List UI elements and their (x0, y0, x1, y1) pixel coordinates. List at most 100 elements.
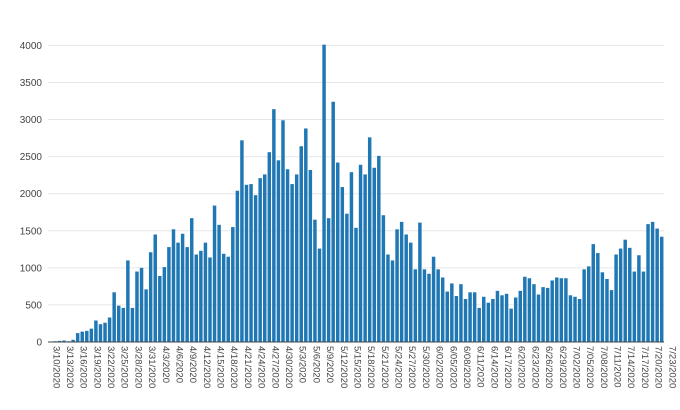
bar (126, 260, 130, 342)
bar (586, 266, 591, 342)
x-tick-label: 3/10/2020 (50, 346, 61, 388)
bar (582, 269, 586, 342)
bar (253, 195, 258, 342)
bar (98, 324, 103, 342)
bar (450, 283, 454, 342)
y-tick-label: 500 (25, 300, 42, 311)
bar (623, 239, 627, 342)
bar (322, 44, 326, 343)
bar (94, 320, 98, 342)
x-tick-label: 3/19/2020 (91, 346, 102, 388)
bar (190, 218, 194, 342)
bar (139, 267, 144, 342)
x-tick-label: 7/05/2020 (584, 346, 595, 388)
bar (577, 299, 582, 342)
bar (281, 120, 285, 342)
bar (103, 322, 107, 342)
bar (541, 287, 545, 342)
x-tick-label: 5/30/2020 (420, 346, 431, 388)
bar (258, 178, 262, 342)
x-tick-label: 5/15/2020 (351, 346, 362, 388)
y-tick-label: 4000 (20, 41, 43, 52)
x-tick-label: 6/05/2020 (447, 346, 458, 388)
bar (235, 190, 240, 342)
bar (313, 219, 317, 342)
x-tick-label: 7/08/2020 (598, 346, 609, 388)
x-tick-label: 4/6/2020 (173, 346, 184, 383)
bar (459, 284, 463, 342)
x-tick-label: 7/20/2020 (653, 346, 664, 388)
y-tick-label: 2000 (20, 189, 43, 200)
bar (399, 221, 404, 342)
bar (331, 101, 335, 343)
bar (532, 284, 536, 342)
bar (203, 242, 208, 342)
x-tick-label: 6/26/2020 (543, 346, 554, 388)
x-tick-label: 3/22/2020 (105, 346, 116, 388)
bar (176, 242, 180, 342)
bar (500, 295, 504, 342)
bar (605, 278, 609, 342)
x-tick-label: 6/02/2020 (434, 346, 445, 388)
x-tick-label: 7/11/2020 (612, 346, 623, 388)
x-tick-label: 4/27/2020 (269, 346, 280, 388)
bar (336, 162, 340, 342)
bar (559, 278, 564, 342)
x-tick-label: 3/16/2020 (78, 346, 89, 388)
x-tick-label: 4/21/2020 (242, 346, 253, 388)
bar (75, 333, 80, 342)
bar (504, 293, 509, 342)
bar (299, 146, 303, 342)
bar (573, 296, 577, 342)
bar (482, 296, 486, 342)
bar (386, 254, 390, 342)
bar (600, 272, 605, 342)
bars (48, 44, 664, 343)
x-tick-label: 5/24/2020 (393, 346, 404, 388)
bar (317, 248, 322, 342)
bar (148, 252, 153, 342)
bar (618, 248, 623, 342)
bar (217, 224, 221, 342)
x-tick-label: 4/3/2020 (160, 346, 171, 383)
bar (340, 187, 345, 342)
bar (144, 289, 148, 342)
bar (112, 292, 116, 342)
bar (418, 222, 422, 342)
bar (659, 236, 664, 342)
bar (591, 244, 596, 342)
x-tick-label: 7/17/2020 (639, 346, 650, 388)
x-tick-label: 5/12/2020 (338, 346, 349, 388)
x-tick-label: 5/3/2020 (297, 346, 308, 383)
x-tick-label: 4/12/2020 (201, 346, 212, 388)
bar (468, 292, 472, 342)
bar (231, 227, 235, 342)
x-tick-label: 3/31/2020 (146, 346, 157, 388)
bar (71, 339, 75, 342)
x-tick-label: 4/24/2020 (256, 346, 267, 388)
x-tick-label: 4/18/2020 (228, 346, 239, 388)
bar (363, 174, 367, 342)
bar (628, 247, 632, 342)
bar (276, 160, 281, 342)
y-tick-label: 1000 (20, 263, 43, 274)
bar (413, 269, 418, 342)
x-tick-label: 3/25/2020 (119, 346, 130, 388)
bar (240, 140, 244, 342)
bar (249, 184, 253, 342)
bar (431, 256, 436, 342)
bar (518, 290, 522, 342)
bar (609, 290, 614, 342)
y-tick-label: 3000 (20, 115, 43, 126)
bar (107, 317, 112, 342)
bar (290, 184, 294, 342)
bar (354, 227, 358, 342)
bar (381, 215, 386, 342)
y-tick-label: 2500 (20, 152, 43, 163)
bar (167, 247, 171, 342)
bar (596, 253, 600, 342)
bar (564, 278, 568, 342)
x-tick-label: 3/13/2020 (64, 346, 75, 388)
bar (377, 155, 381, 342)
bar (422, 269, 427, 342)
